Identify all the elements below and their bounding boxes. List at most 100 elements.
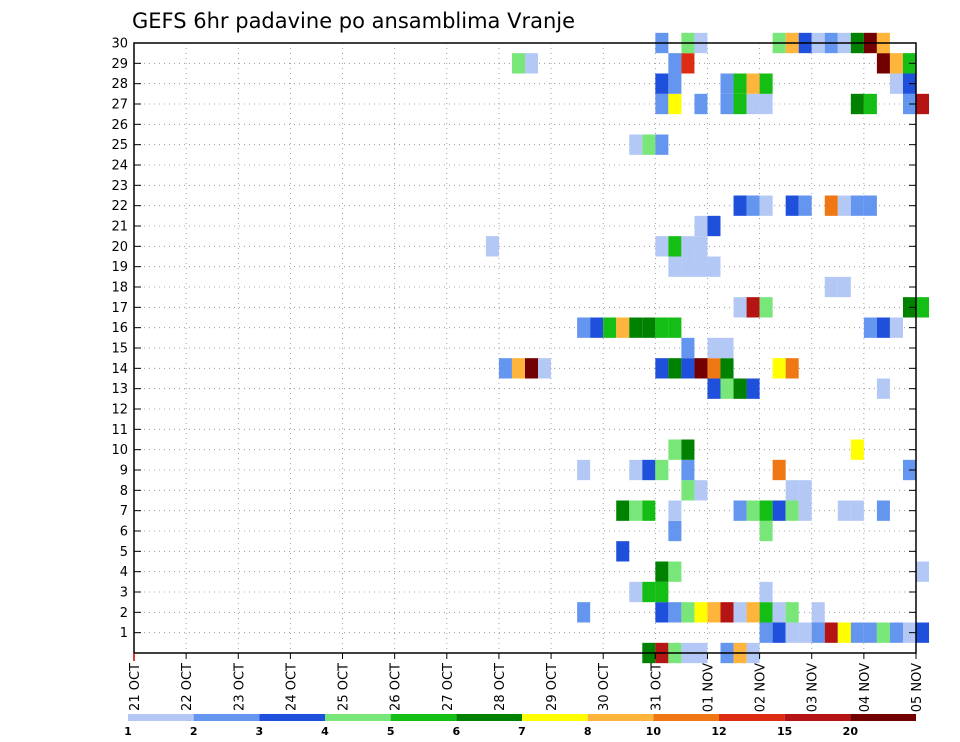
heatmap-cell [681,439,695,460]
heatmap-cell [681,459,695,481]
heatmap-cell [733,378,747,399]
heatmap-cell [837,195,851,216]
heatmap-cell [863,195,877,216]
heatmap-cell [746,602,760,623]
heatmap-cell [720,378,734,399]
y-tick-label: 11 [111,423,128,438]
x-tick-label: 28 OCT [493,663,508,711]
legend-swatch [784,714,851,721]
x-tick-label: 26 OCT [389,663,404,711]
heatmap-cell [720,93,734,115]
x-tick-label: 27 OCT [441,663,456,711]
heatmap-cell [837,500,851,521]
x-tick-label: 21 OCT [128,663,143,711]
y-tick-label: 29 [111,57,128,72]
legend-label: 15 [777,725,792,738]
heatmap-cell [681,53,695,74]
heatmap-cell [681,480,695,501]
y-tick-label: 24 [111,159,128,174]
heatmap-cell [694,358,708,379]
y-tick-label: 5 [120,545,128,560]
heatmap-cell [733,195,747,216]
heatmap-cell [850,93,864,115]
heatmap-cell [759,520,773,542]
legend-swatch [193,714,260,721]
heatmap-cell [863,317,877,338]
y-tick-label: 16 [111,321,128,336]
x-tick-label: 05 NOV [910,663,925,712]
heatmap-cell [876,500,890,521]
y-axis: 1234567891011121314151617181920212223242… [111,37,916,641]
legend-label: 4 [321,725,329,738]
heatmap-cell [850,195,864,216]
color-legend: 1 2 3 4 5 6 7 8 10 12 15 20 [124,714,916,738]
heatmap-cell [824,622,838,643]
heatmap-cell [590,317,604,338]
heatmap-cell [707,602,721,623]
legend-label: 1 [124,725,132,738]
x-tick-label: 04 NOV [858,663,873,712]
legend-label: 10 [646,725,662,738]
heatmap-cell [916,297,930,318]
y-tick-label: 13 [111,382,128,397]
heatmap-cell [681,236,695,257]
heatmap-cell [772,500,786,521]
heatmap-cell [668,500,682,521]
legend-label: 20 [843,725,859,738]
heatmap-cell [746,378,760,399]
heatmap-cell [694,602,708,623]
heatmap-cell [720,602,734,623]
legend-swatch [719,714,785,721]
y-tick-label: 15 [111,342,128,357]
heatmap-cell [876,53,890,74]
y-tick-label: 20 [111,240,128,255]
heatmap-cell [498,358,512,379]
heatmap-cell [772,622,786,643]
heatmap-cell [798,195,812,216]
y-tick-label: 1 [120,626,128,641]
heatmap-cell [811,602,825,623]
heatmap-cell [655,561,669,582]
heatmap-cell [655,134,669,155]
chart-title: GEFS 6hr padavine po ansamblima Vranje [132,9,575,33]
heatmap-cell [538,358,552,379]
x-axis: 21 OCT 22 OCT 23 OCT 24 OCT 25 OCT 26 OCT 27 O… [128,653,925,712]
y-tick-label: 17 [111,301,128,316]
heatmap-cell [785,500,799,521]
x-tick-label: 31 OCT [649,663,664,711]
heatmap-cell [668,53,682,74]
heatmap-cell [889,622,903,643]
heatmap-cell [863,622,877,643]
heatmap-cell [733,500,747,521]
heatmap-cell [876,622,890,643]
heatmap-cell [824,195,838,216]
x-tick-label: 30 OCT [597,663,612,711]
heatmap-cell [746,500,760,521]
heatmap-cell [629,500,643,521]
heatmap-cell [694,256,708,277]
legend-swatch [522,714,588,721]
y-tick-label: 14 [111,362,128,377]
heatmap-cell [785,358,799,379]
heatmap-cell [655,602,669,623]
heatmap-cell [785,602,799,623]
heatmap-cell [824,276,838,298]
x-tick-label: 29 OCT [545,663,560,711]
heatmap-cell [772,459,786,481]
heatmap-cell [629,134,643,155]
heatmap-cell [668,73,682,94]
heatmap-cell [707,256,721,277]
heatmap-cell [642,317,656,338]
heatmap-cell [811,622,825,643]
heatmap-cell [577,602,591,623]
heatmap-cell [785,480,799,501]
y-tick-label: 12 [111,403,128,418]
heatmap-cell [785,622,799,643]
heatmap-cell [876,317,890,338]
x-tick-label: 23 OCT [232,663,247,711]
x-tick-label: 24 OCT [284,663,299,711]
heatmap-cell [850,500,864,521]
legend-label: 12 [711,725,726,738]
heatmap-cell [668,561,682,582]
